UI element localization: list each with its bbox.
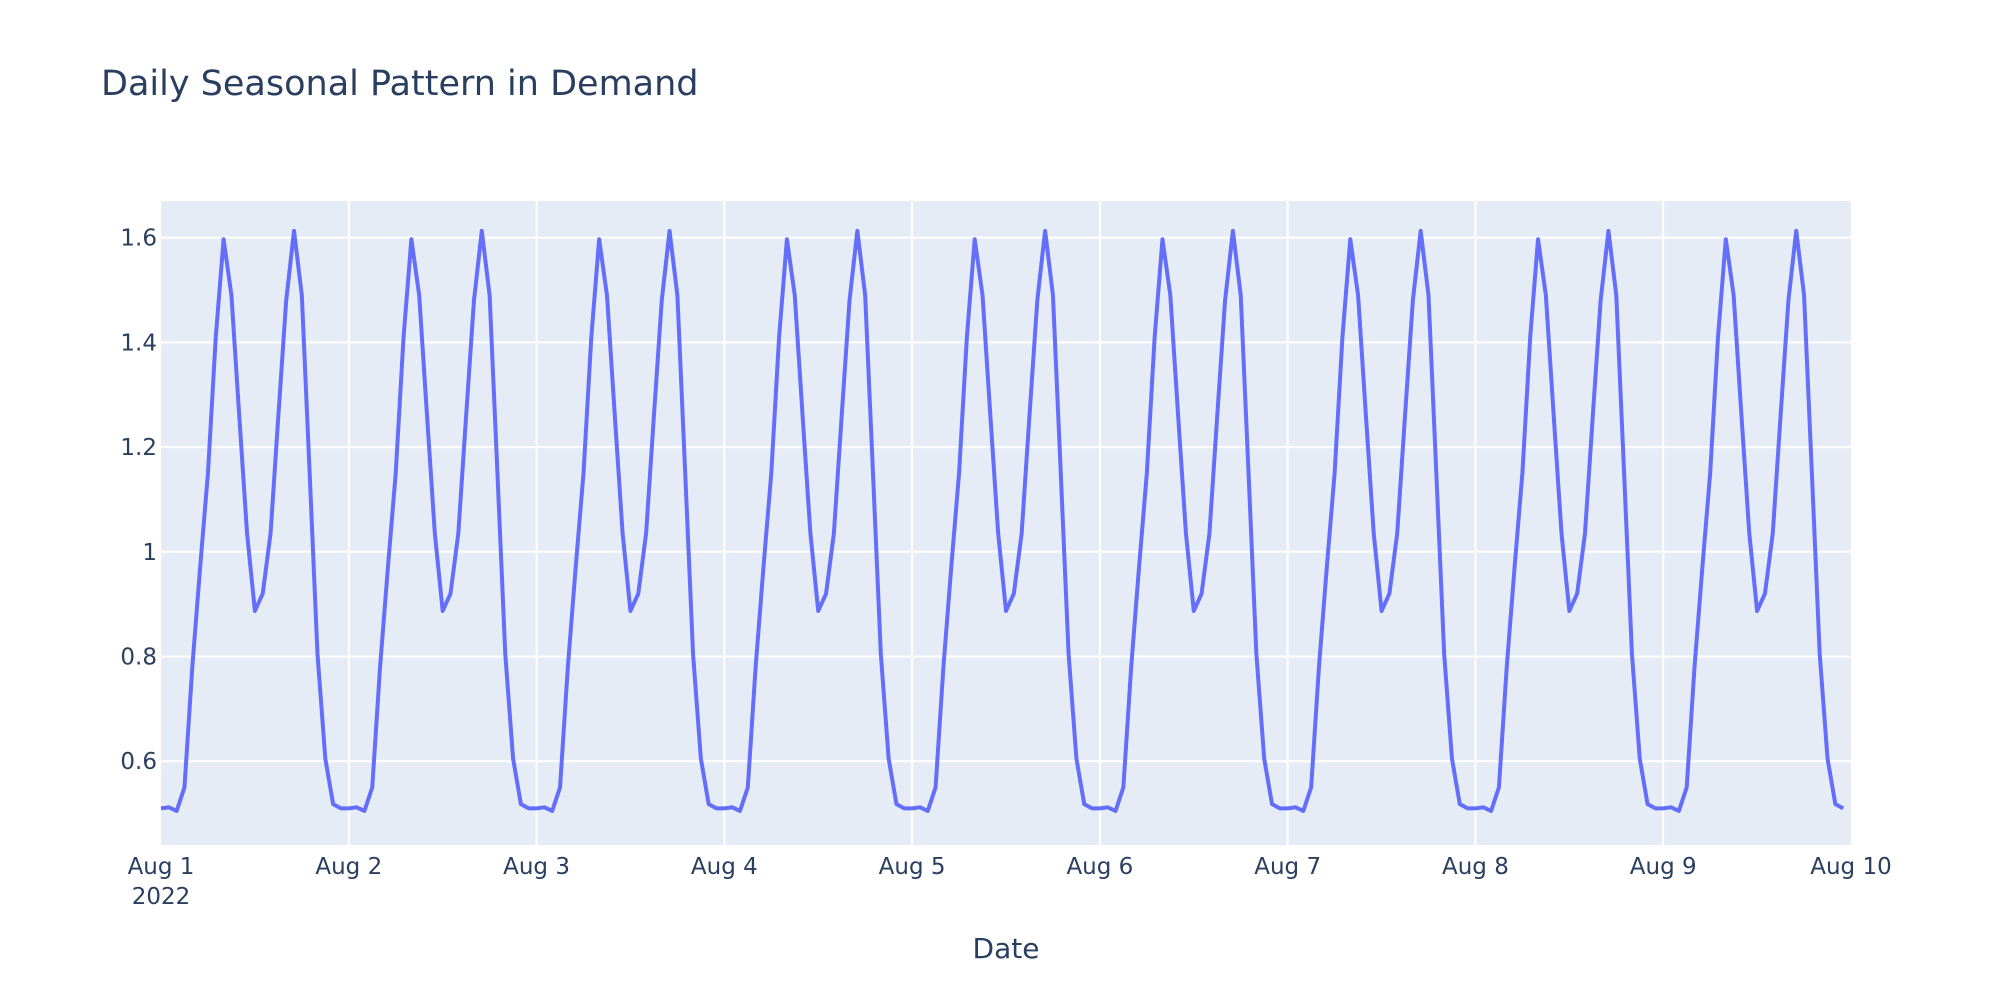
x-tick-label: Aug 9 bbox=[1630, 854, 1697, 880]
plot-area bbox=[161, 201, 1851, 845]
y-gridlines bbox=[161, 236, 1851, 763]
series-line bbox=[160, 228, 1845, 813]
x-axis-title: Date bbox=[973, 932, 1040, 965]
x-gridlines bbox=[347, 201, 1665, 845]
x-tick-labels: Aug 1 2022 Aug 2 Aug 3 Aug 4 Aug 5 Aug 6 Aug 7 A… bbox=[128, 854, 1892, 910]
y-tick-label: 0.6 bbox=[120, 749, 157, 775]
chart-title: Daily Seasonal Pattern in Demand bbox=[101, 64, 699, 104]
x-tick-label: Aug 4 bbox=[691, 854, 758, 880]
y-tick-labels: 0.6 0.8 1 1.2 1.4 1.6 bbox=[120, 226, 157, 776]
x-tick-label: Aug 5 bbox=[879, 854, 946, 880]
series-group bbox=[160, 228, 1845, 813]
x-tick-label: Aug 8 bbox=[1442, 854, 1509, 880]
x-tick-label: Aug 6 bbox=[1066, 854, 1133, 880]
x-tick-label: Aug 1 bbox=[128, 854, 195, 880]
y-tick-label: 1.2 bbox=[120, 435, 157, 461]
y-tick-label: 1 bbox=[142, 540, 157, 566]
x-tick-label: Aug 3 bbox=[503, 854, 570, 880]
y-tick-label: 0.8 bbox=[120, 645, 157, 671]
x-tick-label: Aug 10 bbox=[1810, 854, 1892, 880]
x-tick-label: Aug 2 bbox=[315, 854, 382, 880]
y-tick-label: 1.6 bbox=[120, 226, 157, 252]
x-tick-label: Aug 7 bbox=[1254, 854, 1321, 880]
x-tick-sublabel: 2022 bbox=[132, 884, 191, 910]
y-tick-label: 1.4 bbox=[120, 330, 157, 356]
